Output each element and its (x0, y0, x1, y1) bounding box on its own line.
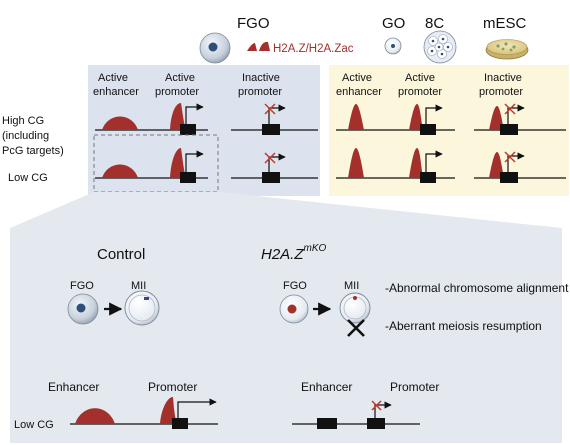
control-mii-label: MII (131, 280, 146, 292)
mutant-promoter-label: Promoter (390, 380, 439, 394)
row-labels: High CG (including PcG targets) Low CG (2, 115, 64, 184)
fgo-high-cg-repressed-cross (264, 103, 276, 115)
bottom-panel-background (10, 228, 562, 443)
mutant-repressed-cross (371, 400, 382, 411)
fgo-low-cg-locus (95, 148, 208, 183)
peak-legend-icon (247, 41, 270, 51)
mutant-gene-box (367, 418, 385, 429)
fgo-high-cg-locus (95, 103, 208, 135)
fgo-high-cg-inactive-locus (231, 103, 318, 135)
mutant-mii-oocyte-icon (339, 292, 371, 324)
fgo-low-cg-inactive-locus (231, 152, 318, 183)
other-high-cg-inactive-locus (474, 103, 566, 135)
other-active-enhancer-line2: enhancer (336, 86, 382, 98)
other-inactive-promoter-line2: promoter (479, 86, 523, 98)
fgo-active-enhancer-line2: enhancer (93, 86, 139, 98)
phenotype-chromosome-alignment: -Abnormal chromosome alignment (385, 281, 569, 295)
fgo-active-enhancer-line1: Active (98, 72, 128, 84)
mutant-fgo-oocyte-icon (279, 294, 309, 324)
zoom-funnel-shape (10, 192, 562, 228)
zoom-funnel (10, 192, 562, 228)
fgo-inactive-promoter-line1: Inactive (242, 72, 280, 84)
mutant-low-cg-locus (292, 400, 420, 429)
mutant-title-superscript: mKO (304, 243, 327, 254)
high-cg-label-line3: PcG targets) (2, 145, 64, 157)
other-high-cg-locus (336, 104, 455, 135)
fgo-active-promoter-line2: promoter (155, 86, 199, 98)
mutant-enhancer-box (317, 418, 337, 429)
fgo-active-promoter-line1: Active (165, 72, 195, 84)
other-low-cg-locus (336, 148, 455, 183)
control-mii-oocyte-icon (124, 290, 160, 326)
mesc-title: mESC (483, 15, 527, 32)
control-title: Control (97, 246, 145, 263)
other-inactive-promoter-line1: Inactive (484, 72, 522, 84)
other-active-promoter-line1: Active (405, 72, 435, 84)
fgo-low-cg-enhancer-peak (102, 164, 138, 178)
fgo-panel: Active enhancer Active promoter Inactive… (88, 65, 320, 196)
control-fgo-oocyte-icon (67, 293, 99, 325)
legend-label: H2A.Z/H2A.Zac (273, 43, 354, 55)
other-low-cg-inactive-locus (474, 151, 566, 183)
fgo-oocyte-icon (199, 32, 231, 64)
mutant-title: H2A.ZmKO (261, 243, 327, 263)
fgo-inactive-promoter-line2: promoter (238, 86, 282, 98)
failure-cross-icon (347, 319, 365, 337)
phenotype-meiosis-resumption: -Aberrant meiosis resumption (385, 319, 542, 333)
bottom-low-cg-label: Low CG (14, 419, 54, 431)
mutant-fgo-label: FGO (283, 280, 307, 292)
high-cg-label-line2: (including (2, 130, 49, 142)
eight-c-title: 8C (425, 15, 444, 32)
fgo-low-cg-promoter-peak (170, 148, 186, 178)
control-promoter-peak (160, 397, 177, 424)
h2az-knockout-panel: Control H2A.ZmKO FGO MII FGO MII (10, 228, 569, 443)
control-enhancer-peak (75, 408, 115, 424)
control-promoter-label: Promoter (148, 380, 197, 394)
control-enhancer-label: Enhancer (48, 380, 99, 394)
control-fgo-label: FGO (70, 280, 94, 292)
culture-dish-icon (485, 39, 529, 60)
go-oocyte-icon (384, 37, 402, 55)
fgo-high-cg-tss-arrow (185, 103, 204, 124)
control-low-cg-locus (70, 397, 218, 429)
high-cg-label-line1: High CG (2, 115, 44, 127)
go-title: GO (382, 15, 405, 32)
fgo-title: FGO (237, 15, 270, 32)
other-active-enhancer-line1: Active (342, 72, 372, 84)
other-stages-panel: Active enhancer Active promoter Inactive… (329, 65, 569, 196)
header: FGO H2A.Z/H2A.Zac GO 8C (199, 15, 529, 64)
eight-cell-embryo-icon (423, 30, 457, 64)
fgo-high-cg-promoter-peak (170, 103, 186, 130)
fgo-high-cg-gene-box (180, 124, 196, 135)
mutant-mii-label: MII (344, 280, 359, 292)
mutant-title-base: H2A.Z (261, 246, 304, 263)
other-active-promoter-line2: promoter (398, 86, 442, 98)
fgo-high-cg-enhancer-peak (102, 116, 138, 130)
mutant-enhancer-label: Enhancer (301, 380, 352, 394)
low-cg-label: Low CG (8, 172, 48, 184)
